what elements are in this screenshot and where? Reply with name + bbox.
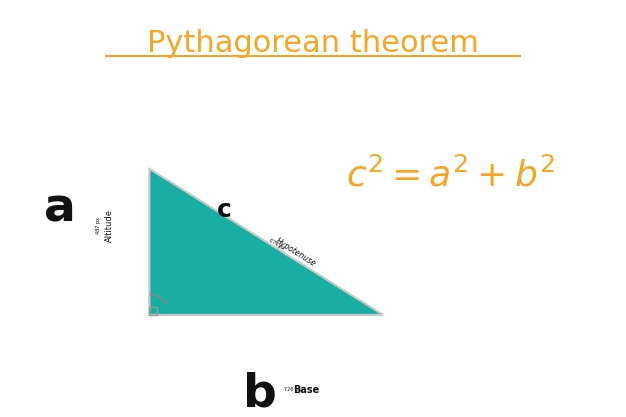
Text: Base: Base — [293, 385, 319, 395]
Bar — [150, 307, 158, 315]
Text: 726 px: 726 px — [284, 387, 300, 392]
Text: $\mathit{c}^2 = \mathit{a}^2 + \mathit{b}^2$: $\mathit{c}^2 = \mathit{a}^2 + \mathit{b… — [346, 157, 555, 193]
Text: c: c — [217, 198, 232, 222]
Polygon shape — [150, 169, 383, 315]
Text: b: b — [243, 372, 277, 417]
Text: 487 px: 487 px — [96, 217, 101, 234]
Text: a: a — [44, 186, 75, 231]
Text: 674 px: 674 px — [268, 238, 285, 251]
Text: Altitude: Altitude — [105, 208, 114, 242]
Text: Hypotenuse: Hypotenuse — [274, 236, 317, 268]
Text: Pythagorean theorem: Pythagorean theorem — [147, 29, 479, 58]
